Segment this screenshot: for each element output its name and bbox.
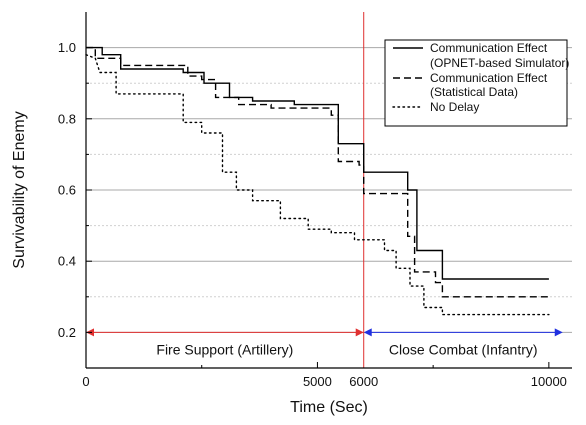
series-line-dotted [85, 54, 550, 316]
x-tick-label: 10000 [531, 374, 567, 389]
phase-arrow-right-head [554, 328, 563, 337]
x-tick-label: 5000 [303, 374, 332, 389]
series-line-solid [86, 46, 549, 280]
y-tick-label: 0.6 [58, 183, 76, 198]
y-tick-label: 1.0 [58, 40, 76, 55]
x-axis-title: Time (Sec) [290, 399, 368, 416]
y-axis-title: Survivability of Enemy [11, 111, 28, 268]
x-tick-label: 6000 [349, 374, 378, 389]
y-tick-label: 0.4 [58, 254, 76, 269]
phase-label: Close Combat (Infantry) [389, 341, 538, 357]
legend-label: Communication Effect [430, 71, 548, 85]
y-tick-label: 0.2 [58, 325, 76, 340]
legend-label: (OPNET-based Simulator) [430, 56, 569, 70]
phase-label: Fire Support (Artillery) [156, 341, 293, 357]
series-line-dashed [86, 46, 549, 298]
axes-layer: 0.2 0.4 0.6 0.8 1.0 0 5000 6000 10000 [58, 12, 572, 389]
series-layer [85, 46, 550, 316]
x-tick-label: 0 [82, 374, 89, 389]
legend-box [384, 39, 568, 127]
legend-label: No Delay [430, 100, 479, 114]
legend-label: Communication Effect [430, 41, 548, 55]
y-tick-label: 0.8 [58, 111, 76, 126]
phase-arrow-left-head [363, 328, 372, 337]
phase-arrow-right-head [355, 328, 364, 337]
legend-label: (Statistical Data) [430, 85, 518, 99]
legend: Communication Effect(OPNET-based Simulat… [384, 39, 569, 127]
